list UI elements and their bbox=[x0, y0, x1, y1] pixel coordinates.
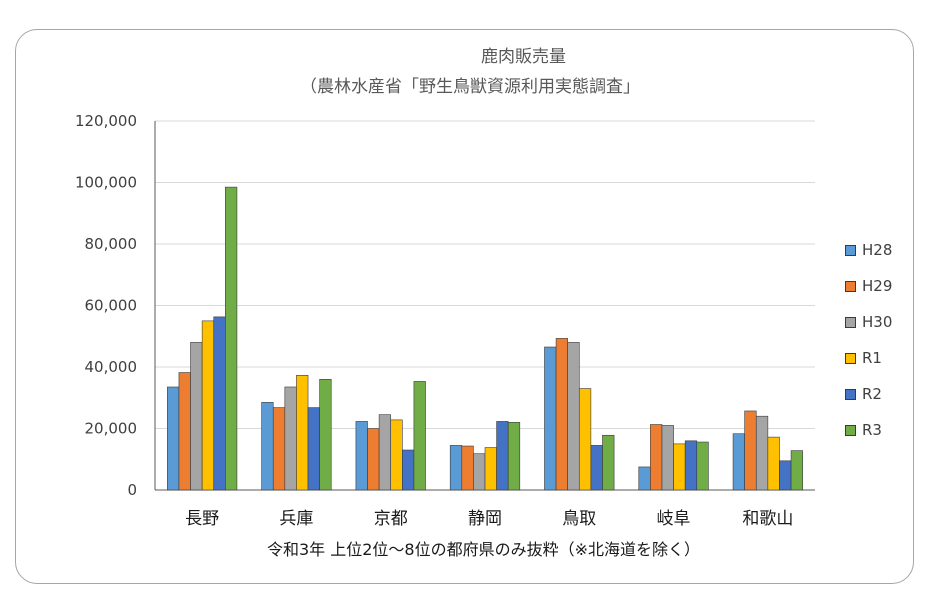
y-tick-label: 40,000 bbox=[85, 358, 138, 376]
bar-h30-2 bbox=[378, 414, 392, 491]
bar-r3-3 bbox=[507, 422, 521, 491]
legend-label: R3 bbox=[862, 421, 882, 439]
bar-h29-4 bbox=[555, 338, 568, 491]
bar-h29-0 bbox=[178, 372, 191, 491]
bar-h29-3 bbox=[461, 445, 474, 491]
bar-r3-1 bbox=[319, 378, 332, 491]
x-tick-label: 鳥取 bbox=[562, 509, 596, 529]
legend-swatch bbox=[845, 244, 856, 256]
bar-r3-2 bbox=[413, 381, 426, 491]
legend-item: R2 bbox=[845, 384, 882, 404]
legend-item: R3 bbox=[845, 420, 882, 440]
bar-r3-5 bbox=[696, 441, 709, 491]
bar-h29-5 bbox=[650, 424, 663, 491]
bar-r2-4 bbox=[590, 445, 603, 491]
bar-r2-1 bbox=[307, 407, 320, 491]
bar-r1-1 bbox=[296, 375, 309, 491]
legend-swatch bbox=[845, 424, 856, 436]
legend-label: R1 bbox=[862, 349, 882, 367]
bar-h30-5 bbox=[661, 425, 674, 491]
x-tick-label: 静岡 bbox=[468, 509, 502, 529]
chart-title: 鹿肉販売量 bbox=[481, 47, 566, 67]
bar-r2-5 bbox=[684, 440, 698, 491]
legend-item: R1 bbox=[845, 348, 882, 368]
y-tick-label: 80,000 bbox=[85, 235, 138, 253]
bar-h29-6 bbox=[744, 410, 757, 491]
chart-subtitle: （農林水産省「野生鳥獣資源利用実態調査」 bbox=[300, 77, 640, 97]
bar-r1-4 bbox=[578, 388, 592, 491]
bar-h28-2 bbox=[355, 421, 368, 491]
bar-h28-0 bbox=[167, 386, 180, 491]
y-tick-label: 60,000 bbox=[85, 297, 138, 315]
bar-r2-6 bbox=[779, 460, 792, 491]
x-tick-label: 京都 bbox=[374, 509, 408, 529]
bar-r1-0 bbox=[201, 320, 215, 491]
legend-swatch bbox=[845, 280, 856, 292]
bar-h29-1 bbox=[272, 407, 286, 491]
bar-h30-0 bbox=[190, 342, 203, 491]
bar-h29-2 bbox=[367, 428, 380, 491]
legend-item: H29 bbox=[845, 276, 892, 296]
x-tick-label: 長野 bbox=[185, 509, 219, 529]
bar-r3-4 bbox=[602, 434, 615, 491]
bar-h28-5 bbox=[638, 466, 651, 491]
legend-label: H30 bbox=[862, 313, 893, 331]
legend-swatch bbox=[845, 388, 856, 400]
legend-label: H28 bbox=[862, 241, 893, 259]
bar-r3-0 bbox=[225, 186, 238, 491]
legend-label: H29 bbox=[862, 277, 893, 295]
bar-h30-1 bbox=[284, 386, 297, 491]
bar-r1-6 bbox=[767, 436, 780, 491]
bar-h28-3 bbox=[449, 445, 463, 491]
x-tick-label: 和歌山 bbox=[742, 509, 793, 529]
bar-h28-6 bbox=[732, 433, 745, 491]
x-tick-label: 兵庫 bbox=[279, 509, 313, 529]
bar-h28-4 bbox=[544, 346, 557, 491]
bar-r1-3 bbox=[484, 447, 497, 491]
y-tick-label: 20,000 bbox=[85, 420, 138, 438]
y-tick-label: 100,000 bbox=[75, 174, 137, 192]
bar-r2-0 bbox=[213, 316, 226, 491]
bar-r1-2 bbox=[390, 419, 403, 491]
legend-label: R2 bbox=[862, 385, 882, 403]
bar-h30-4 bbox=[567, 342, 580, 491]
bar-h28-1 bbox=[261, 402, 274, 491]
legend-item: H28 bbox=[845, 240, 892, 260]
x-tick-label: 岐阜 bbox=[657, 509, 691, 529]
bar-r2-2 bbox=[402, 449, 415, 491]
bar-r3-6 bbox=[790, 450, 803, 491]
bar-h30-3 bbox=[473, 453, 486, 491]
bar-h30-6 bbox=[755, 415, 769, 491]
y-tick-label: 120,000 bbox=[75, 112, 137, 130]
chart-footnote: 令和3年 上位2位〜8位の都府県のみ抜粋（※北海道を除く） bbox=[266, 540, 701, 559]
legend-item: H30 bbox=[845, 312, 892, 332]
bar-r2-3 bbox=[496, 421, 509, 491]
legend-swatch bbox=[845, 316, 856, 328]
bar-r1-5 bbox=[673, 443, 686, 491]
legend-swatch bbox=[845, 352, 856, 364]
y-tick-label: 0 bbox=[127, 481, 137, 499]
